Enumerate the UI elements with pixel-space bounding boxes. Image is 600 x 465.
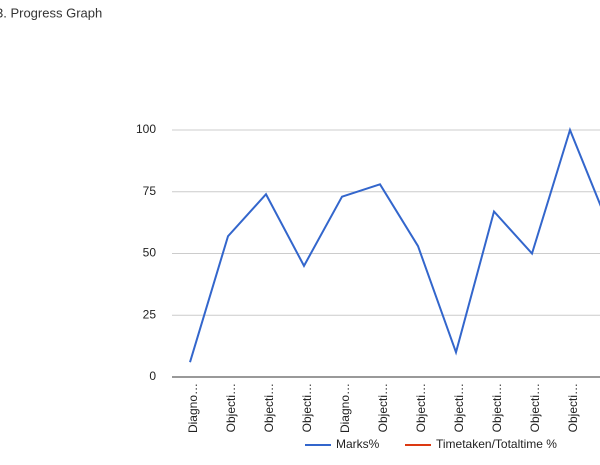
x-tick-label: Objecti…	[414, 383, 428, 432]
chart-title: 3. Progress Graph	[0, 5, 102, 20]
legend-label: Timetaken/Totaltime %	[436, 437, 557, 451]
x-tick-label: Objecti…	[490, 383, 504, 432]
x-tick-label: Objecti…	[566, 383, 580, 432]
x-tick-label: Diagno…	[338, 383, 352, 433]
x-tick-label: Objecti…	[376, 383, 390, 432]
y-tick-label: 25	[143, 307, 157, 321]
legend-label: Marks%	[336, 437, 380, 451]
x-tick-label: Objecti…	[224, 383, 238, 432]
x-tick-label: Objecti…	[528, 383, 542, 432]
y-tick-label: 100	[136, 122, 156, 136]
x-tick-label: Diagno…	[186, 383, 200, 433]
plot-area	[172, 127, 600, 378]
x-tick-label: Objecti…	[452, 383, 466, 432]
y-tick-label: 75	[143, 184, 157, 198]
data-line	[189, 127, 600, 363]
x-tick-label: Objecti…	[300, 383, 314, 432]
x-tick-label: Objecti…	[262, 383, 276, 432]
y-tick-label: 0	[149, 369, 156, 383]
y-tick-label: 50	[143, 246, 157, 260]
